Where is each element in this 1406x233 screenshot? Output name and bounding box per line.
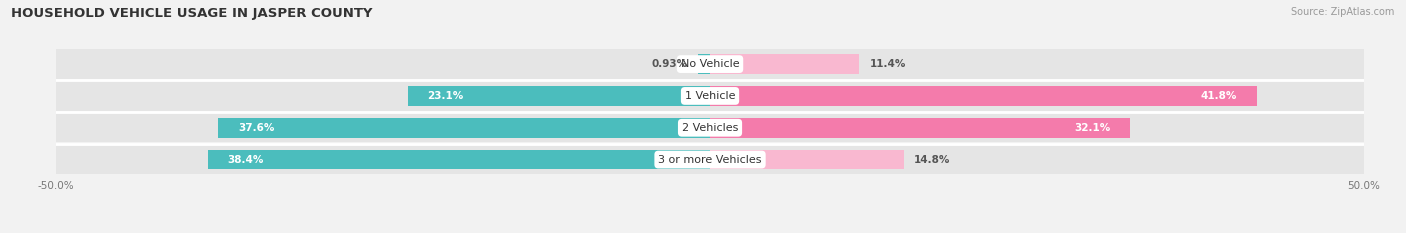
Bar [710, 118, 1130, 138]
Text: 38.4%: 38.4% [228, 154, 264, 164]
Bar [218, 118, 710, 138]
Bar [56, 145, 1364, 174]
Text: 1 Vehicle: 1 Vehicle [685, 91, 735, 101]
Text: 3 or more Vehicles: 3 or more Vehicles [658, 154, 762, 164]
Text: 23.1%: 23.1% [427, 91, 464, 101]
Text: 41.8%: 41.8% [1201, 91, 1237, 101]
Text: No Vehicle: No Vehicle [681, 59, 740, 69]
Text: 11.4%: 11.4% [869, 59, 905, 69]
Text: Source: ZipAtlas.com: Source: ZipAtlas.com [1291, 7, 1395, 17]
Bar [208, 150, 710, 169]
Text: 0.93%: 0.93% [651, 59, 688, 69]
Bar [697, 54, 710, 74]
Text: 2 Vehicles: 2 Vehicles [682, 123, 738, 133]
Text: 32.1%: 32.1% [1074, 123, 1111, 133]
Bar [56, 113, 1364, 142]
Bar [408, 86, 710, 106]
Bar [710, 150, 904, 169]
Text: 14.8%: 14.8% [914, 154, 950, 164]
Bar [56, 49, 1364, 79]
Text: HOUSEHOLD VEHICLE USAGE IN JASPER COUNTY: HOUSEHOLD VEHICLE USAGE IN JASPER COUNTY [11, 7, 373, 20]
Bar [710, 86, 1257, 106]
Text: 37.6%: 37.6% [238, 123, 274, 133]
Bar [56, 81, 1364, 111]
Bar [710, 54, 859, 74]
